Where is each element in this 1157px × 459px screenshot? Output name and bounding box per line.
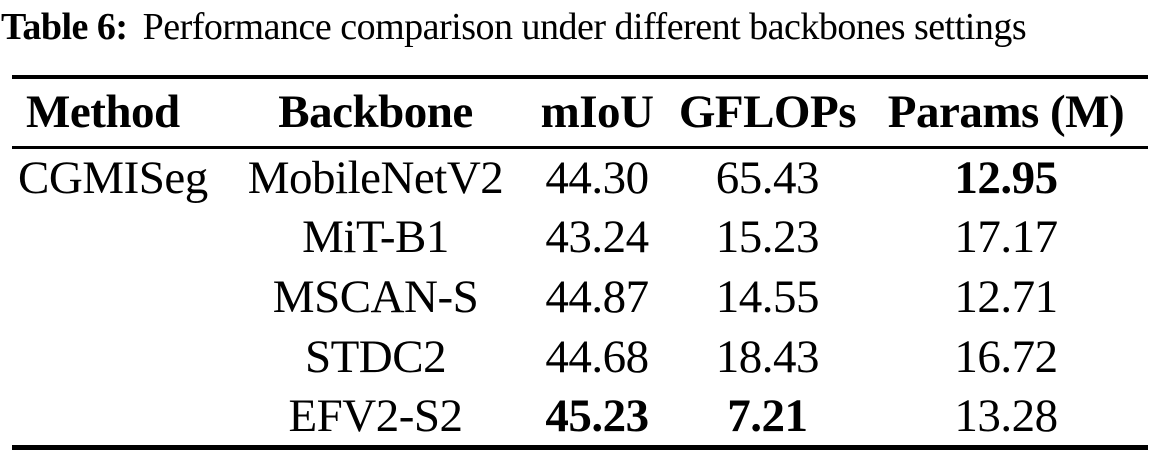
cell-method: CGMISeg — [18, 151, 208, 204]
table-caption: Table 6: Performance comparison under dif… — [1, 2, 1157, 52]
cell-miou: 44.68 — [545, 331, 649, 383]
cell-gflops: 18.43 — [715, 331, 820, 383]
cell-method — [12, 327, 228, 387]
cell-method — [12, 387, 228, 447]
header-backbone: Backbone — [278, 86, 473, 139]
caption-text: Performance comparison under different b… — [142, 6, 1027, 48]
cell-params: 17.17 — [954, 211, 1058, 263]
results-table: Method Backbone mIoU GFLOPs Params (M) C… — [12, 75, 1148, 450]
header-row: Method Backbone mIoU GFLOPs Params (M) — [12, 77, 1148, 147]
table-row: STDC2 44.68 18.43 16.72 — [12, 327, 1148, 387]
table-row: MSCAN-S 44.87 14.55 12.71 — [12, 267, 1148, 327]
cell-backbone: MiT-B1 — [302, 211, 449, 263]
cell-miou: 45.23 — [545, 389, 649, 442]
cell-method — [12, 207, 228, 267]
cell-backbone: EFV2-S2 — [288, 389, 463, 442]
table-row: CGMISeg MobileNetV2 44.30 65.43 12.95 — [12, 147, 1148, 207]
cell-params: 13.28 — [954, 389, 1058, 442]
cell-backbone: MobileNetV2 — [247, 151, 504, 204]
cell-miou: 43.24 — [545, 211, 649, 263]
cell-params: 12.95 — [954, 151, 1058, 204]
header-params: Params (M) — [887, 86, 1125, 139]
header-method: Method — [26, 86, 180, 139]
cell-gflops: 7.21 — [727, 389, 808, 442]
header-gflops: GFLOPs — [678, 86, 857, 139]
cell-method — [12, 267, 228, 327]
cell-params: 12.71 — [954, 271, 1058, 323]
cell-params: 16.72 — [954, 331, 1058, 383]
cell-miou: 44.87 — [545, 271, 649, 323]
caption-label: Table 6: — [1, 6, 128, 48]
cell-backbone: MSCAN-S — [272, 271, 479, 323]
cell-gflops: 14.55 — [715, 271, 820, 323]
table-row: MiT-B1 43.24 15.23 17.17 — [12, 207, 1148, 267]
cell-backbone: STDC2 — [304, 331, 447, 383]
table-row: EFV2-S2 45.23 7.21 13.28 — [12, 387, 1148, 447]
cell-gflops: 15.23 — [715, 211, 820, 263]
cell-miou: 44.30 — [545, 151, 649, 204]
cell-gflops: 65.43 — [715, 151, 820, 204]
header-miou: mIoU — [540, 86, 654, 139]
